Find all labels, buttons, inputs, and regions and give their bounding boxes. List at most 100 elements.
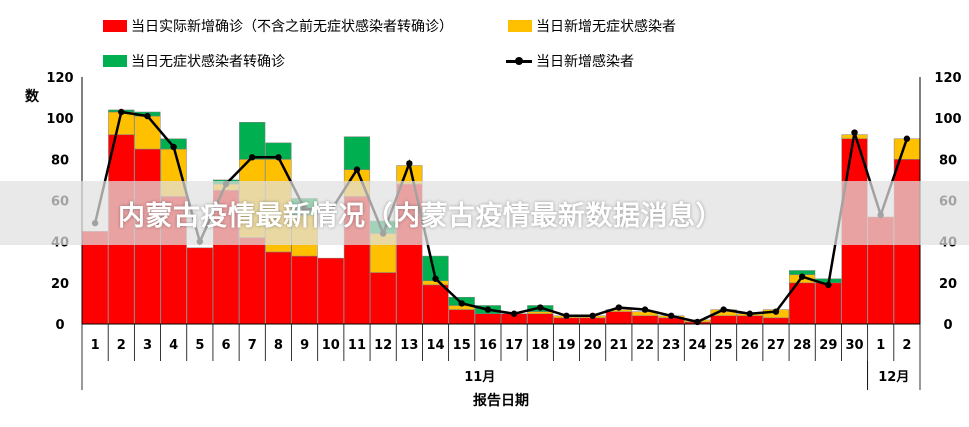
bar-confirmed-12 [370,272,397,325]
legend-label-asymptomatic: 当日新增无症状感染者 [536,19,676,35]
y-tick-right-20: 20 [939,277,957,292]
x-tick-label-22: 22 [636,338,654,353]
bar-confirmed-15 [448,309,475,325]
point-total-13 [406,160,413,167]
y-tick-left-0: 0 [55,318,64,333]
x-tick-label-8: 8 [274,338,283,353]
point-total-22 [641,306,649,313]
y-axis-label: 数 [25,88,40,105]
point-total-15 [458,300,465,307]
x-tick-label-14: 14 [426,338,444,353]
x-tick-label-31: 1 [876,338,885,353]
x-tick-label-7: 7 [248,338,257,353]
x-tick-label-15: 15 [453,338,471,353]
point-total-29 [825,281,832,289]
legend-item-asymptomatic: 当日新增无症状感染者 [508,16,676,36]
x-axis-label: 报告日期 [473,392,529,409]
month-label-0: 11月 [464,370,495,385]
bar-confirmed-8 [265,251,292,325]
x-tick-label-6: 6 [222,338,231,353]
x-tick-label-25: 25 [715,338,733,353]
y-tick-left-100: 100 [46,112,73,127]
bar-asymptomatic-18 [527,311,554,314]
point-total-4 [170,143,177,151]
month-label-1: 12月 [878,370,909,385]
point-total-20 [589,312,596,319]
x-tick-label-3: 3 [143,338,152,353]
bar-confirmed-9 [291,255,318,325]
x-tick-label-28: 28 [793,338,811,353]
x-tick-label-20: 20 [584,338,602,353]
y-tick-right-0: 0 [943,318,952,333]
point-total-23 [668,312,675,319]
y-tick-right-120: 120 [934,71,961,86]
x-tick-label-1: 1 [91,338,100,353]
point-total-7 [249,154,256,161]
bar-asymptomatic-3 [134,115,161,150]
bar-converted-7 [239,122,266,160]
point-total-32 [903,135,911,142]
bar-confirmed-16 [474,313,501,325]
x-tick-label-5: 5 [195,338,204,353]
x-tick-label-27: 27 [767,338,785,353]
x-tick-label-21: 21 [610,338,628,353]
point-total-2 [118,108,125,116]
legend-label-converted: 当日无症状感染者转确诊 [131,54,285,70]
bar-confirmed-28 [789,282,816,325]
x-tick-label-32: 2 [902,338,911,353]
x-tick-label-19: 19 [557,338,575,353]
y-tick-left-20: 20 [51,277,69,292]
x-tick-label-4: 4 [169,338,178,353]
point-total-17 [510,310,518,317]
point-total-27 [772,308,780,315]
x-tick-label-2: 2 [117,338,126,353]
point-total-11 [353,166,361,173]
banner-title: 内蒙古疫情最新情况（内蒙古疫情最新数据消息） [118,200,723,232]
x-tick-label-16: 16 [479,338,497,353]
bar-confirmed-26 [736,315,763,325]
overlay-banner: 内蒙古疫情最新情况（内蒙古疫情最新数据消息） [0,181,969,245]
legend-swatch-asymptomatic [508,20,532,32]
point-total-24 [694,318,701,326]
bar-confirmed-10 [317,257,344,325]
x-tick-label-9: 9 [300,338,309,353]
point-total-26 [746,310,753,317]
bar-confirmed-18 [527,313,554,325]
bar-confirmed-5 [186,247,213,325]
bar-converted-11 [343,136,371,170]
legend-item-converted: 当日无症状感染者转确诊 [103,51,285,71]
x-tick-label-29: 29 [819,338,837,353]
legend-label-confirmed: 当日实际新增确诊（不含之前无症状感染者转确诊） [131,19,453,35]
point-total-8 [275,154,282,161]
x-tick-label-30: 30 [845,338,863,353]
point-total-28 [798,273,806,280]
bar-confirmed-1 [82,231,109,325]
legend-swatch-total [506,55,532,67]
point-total-21 [615,304,623,311]
point-total-19 [563,312,570,319]
legend-label-total: 当日新增感染者 [536,54,634,70]
line-total [93,110,909,324]
legend-item-total: 当日新增感染者 [506,51,634,71]
bar-confirmed-7 [239,237,266,325]
x-tick-label-11: 11 [348,338,366,353]
x-tick-label-10: 10 [322,338,340,353]
bar-confirmed-21 [605,311,632,325]
x-tick-label-24: 24 [688,338,706,353]
legend-swatch-converted [103,55,127,67]
y-tick-right-80: 80 [939,153,957,168]
point-total-3 [144,112,151,120]
bar-confirmed-27 [762,317,790,325]
point-total-18 [537,304,544,311]
legend-item-confirmed: 当日实际新增确诊（不含之前无症状感染者转确诊） [103,16,453,36]
y-tick-left-80: 80 [51,153,69,168]
y-tick-right-100: 100 [934,112,961,127]
bar-confirmed-29 [815,282,842,325]
point-total-14 [432,275,439,282]
x-tick-label-12: 12 [374,338,392,353]
point-total-16 [484,306,492,313]
x-tick-label-18: 18 [531,338,549,353]
bar-confirmed-14 [422,284,449,325]
bar-confirmed-25 [710,315,737,325]
bar-confirmed-22 [631,315,659,325]
